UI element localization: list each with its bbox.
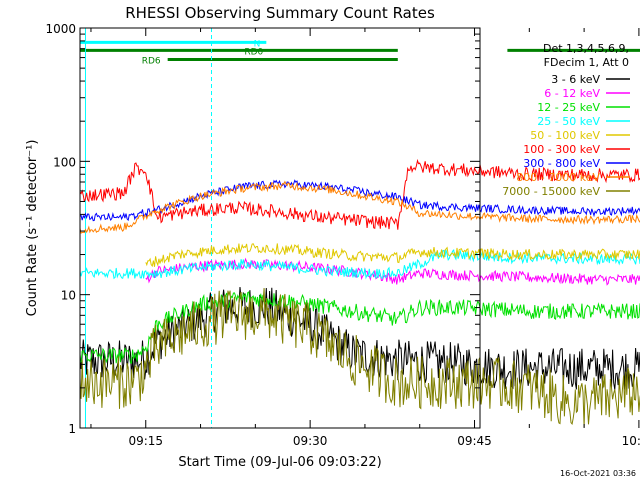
series-line-5 <box>145 243 640 268</box>
legend-label: 12 - 25 keV <box>537 101 600 114</box>
x-axis-label: Start Time (09-Jul-06 09:03:22) <box>178 455 381 470</box>
legend-label: 800 - 7000 keV <box>516 171 600 184</box>
series-line-2 <box>145 257 640 286</box>
y-tick-label: 10 <box>61 289 76 303</box>
y-tick-label: 100 <box>53 155 76 169</box>
x-tick-label: 10:00 <box>622 434 640 448</box>
legend-header: FDecim 1, Att 0 <box>544 56 629 69</box>
legend-header: Det 1,3,4,5,6,9, <box>543 42 629 55</box>
series-line-3 <box>79 291 640 364</box>
y-tick-label: 1000 <box>45 22 76 36</box>
legend-label: 100 - 300 keV <box>523 143 600 156</box>
series-line-1 <box>79 286 640 390</box>
plot-frame <box>79 27 481 429</box>
legend-label: 7000 - 15000 keV <box>502 185 600 198</box>
mission-bar-label: N <box>254 39 261 49</box>
y-axis-label: Count Rate (s⁻¹ detector⁻¹) <box>25 140 40 317</box>
chart-title: RHESSI Observing Summary Count Rates <box>125 4 435 22</box>
y-tick-label: 1 <box>68 422 76 436</box>
legend-label: 25 - 50 keV <box>537 115 600 128</box>
x-tick-label: 09:30 <box>293 434 328 448</box>
legend-label: 3 - 6 keV <box>551 73 600 86</box>
legend-label: 6 - 12 keV <box>544 87 600 100</box>
timestamp: 16-Oct-2021 03:36 <box>560 469 636 478</box>
y-axis: 1 10 100 1000 <box>45 22 480 436</box>
mission-bar-label: RD0 <box>244 47 263 57</box>
mission-bar-label: RD6 <box>142 57 161 67</box>
legend-label: 50 - 100 keV <box>530 129 600 142</box>
legend: Det 1,3,4,5,6,9,FDecim 1, Att 0 3 - 6 keV… <box>502 42 630 198</box>
x-tick-label: 09:15 <box>128 434 163 448</box>
legend-label: 300 - 800 keV <box>523 157 600 170</box>
x-tick-label: 09:45 <box>457 434 492 448</box>
series-line-8 <box>79 180 640 234</box>
series-line-4 <box>79 249 640 280</box>
series-line-9 <box>79 288 640 428</box>
